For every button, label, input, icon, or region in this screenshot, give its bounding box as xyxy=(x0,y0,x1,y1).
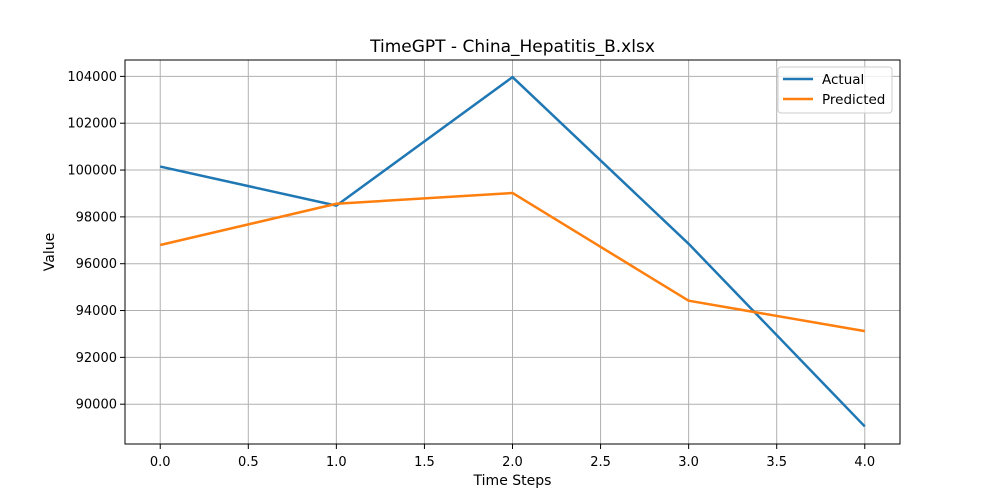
legend-label-predicted: Predicted xyxy=(822,92,885,108)
axis-ticks: 0.0 0.5 1.0 1.5 2.0 2.5 3.0 3.5 4.0 90000 92000 940… xyxy=(67,70,875,470)
x-tick-label: 1.0 xyxy=(326,455,347,470)
x-tick-label: 2.0 xyxy=(502,455,523,470)
y-tick-label: 90000 xyxy=(76,398,117,413)
legend: Actual Predicted xyxy=(777,66,893,114)
x-tick-label: 4.0 xyxy=(854,455,875,470)
y-tick-label: 98000 xyxy=(76,210,117,225)
grid xyxy=(125,60,900,444)
legend-label-actual: Actual xyxy=(822,72,864,88)
x-tick-label: 3.0 xyxy=(678,455,699,470)
x-tick-label: 0.5 xyxy=(238,455,259,470)
series-lines xyxy=(159,75,866,428)
y-tick-label: 94000 xyxy=(76,304,117,319)
x-tick-label: 3.5 xyxy=(766,455,787,470)
x-tick-label: 2.5 xyxy=(590,455,611,470)
y-tick-label: 100000 xyxy=(67,164,117,179)
x-tick-label: 0.0 xyxy=(150,455,171,470)
x-axis-label: Time Steps xyxy=(473,473,552,489)
y-tick-label: 104000 xyxy=(67,70,117,85)
y-tick-label: 96000 xyxy=(76,257,117,272)
x-tick-label: 1.5 xyxy=(414,455,435,470)
y-tick-label: 102000 xyxy=(67,117,117,132)
chart-title: TimeGPT - China_Hepatitis_B.xlsx xyxy=(369,37,655,57)
y-tick-label: 92000 xyxy=(76,351,117,366)
y-axis-label: Value xyxy=(42,233,58,271)
